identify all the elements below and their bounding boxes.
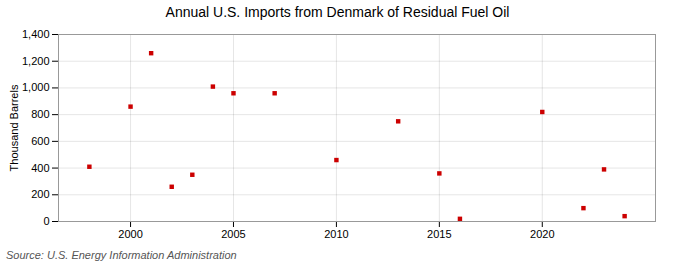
svg-text:1,400: 1,400 bbox=[22, 28, 50, 40]
svg-text:2000: 2000 bbox=[118, 228, 142, 240]
svg-text:2015: 2015 bbox=[427, 228, 451, 240]
svg-text:200: 200 bbox=[31, 188, 49, 200]
svg-text:2005: 2005 bbox=[221, 228, 245, 240]
svg-text:Thousand Barrels: Thousand Barrels bbox=[8, 84, 20, 171]
svg-text:400: 400 bbox=[31, 162, 49, 174]
svg-text:1,200: 1,200 bbox=[22, 55, 50, 67]
svg-text:2020: 2020 bbox=[530, 228, 554, 240]
svg-text:800: 800 bbox=[31, 108, 49, 120]
svg-text:2010: 2010 bbox=[324, 228, 348, 240]
svg-text:600: 600 bbox=[31, 135, 49, 147]
svg-text:1,000: 1,000 bbox=[22, 81, 50, 93]
html-text:Annual U.S. Imports from Denma: Annual U.S. Imports from Denmark of Resi… bbox=[165, 4, 510, 20]
html-text:Source: U.S. Energy Informatio: Source: U.S. Energy Information Administ… bbox=[6, 249, 237, 261]
svg-text:0: 0 bbox=[43, 215, 49, 227]
